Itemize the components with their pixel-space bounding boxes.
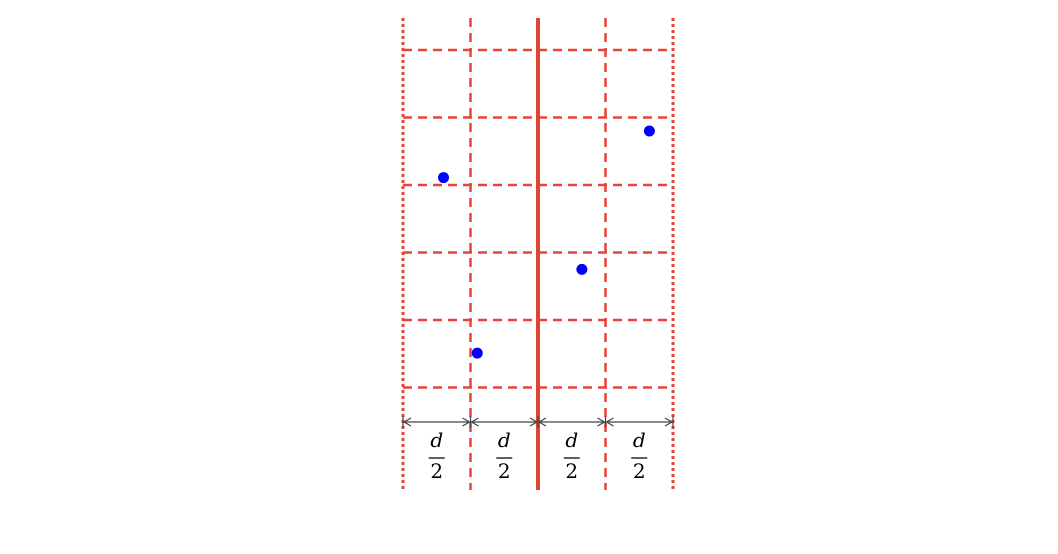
fraction-numerator: d <box>633 428 646 452</box>
strip-width-label: d2 <box>563 428 580 483</box>
fraction-denominator: 2 <box>430 459 443 483</box>
fraction-denominator: 2 <box>633 459 646 483</box>
arrowhead-right <box>664 417 674 427</box>
data-point <box>576 263 588 275</box>
data-point <box>643 125 655 137</box>
fraction-denominator: 2 <box>565 459 578 483</box>
arrowhead-left <box>537 417 547 427</box>
arrowhead-right <box>597 417 606 427</box>
fraction-denominator: 2 <box>498 459 511 483</box>
strip-width-label: d2 <box>496 428 513 483</box>
data-point <box>438 172 449 184</box>
arrowhead-right <box>462 417 471 427</box>
strip-width-label: d2 <box>631 428 648 483</box>
strip-width-label: d2 <box>428 428 445 483</box>
arrowhead-left <box>470 417 479 427</box>
data-point <box>471 347 483 359</box>
fraction-numerator: d <box>430 428 443 452</box>
data-points <box>438 125 655 359</box>
arrowhead-left <box>605 417 614 427</box>
fraction-numerator: d <box>498 428 511 452</box>
width-arrows <box>402 416 674 428</box>
arrowhead-right <box>529 417 539 427</box>
arrowhead-left <box>402 417 412 427</box>
grid-lines <box>401 18 675 490</box>
fraction-numerator: d <box>565 428 578 452</box>
